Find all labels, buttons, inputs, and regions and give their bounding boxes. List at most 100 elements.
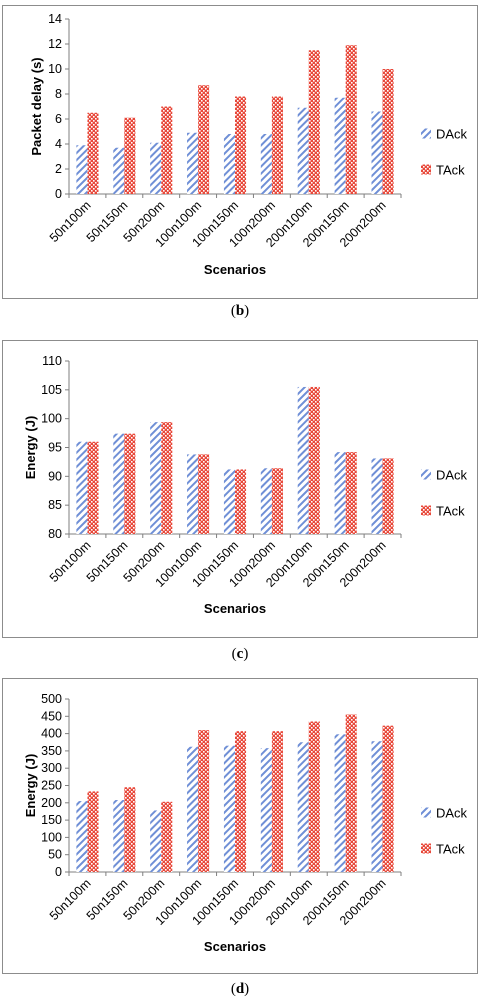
y-tick-label: 80	[48, 527, 62, 541]
x-axis-title: Scenarios	[204, 939, 266, 954]
bar-dack	[187, 454, 199, 534]
legend-label-tack: TAck	[436, 842, 465, 857]
bar-dack	[371, 111, 383, 194]
bar-tack	[161, 106, 173, 194]
y-tick-label: 200	[41, 796, 62, 810]
bar-tack	[124, 787, 136, 872]
bar-dack	[76, 145, 88, 194]
y-tick-label: 450	[41, 709, 62, 723]
bar-dack	[223, 469, 235, 534]
bar-dack	[260, 134, 272, 194]
bar-tack	[87, 112, 99, 194]
bar-dack	[76, 801, 88, 872]
y-tick-label: 100	[41, 412, 62, 426]
bar-tack	[124, 433, 136, 534]
bar-dack	[371, 741, 383, 872]
caption-c-open: (	[231, 646, 237, 662]
bar-tack	[308, 50, 320, 194]
bar-dack	[76, 441, 88, 534]
chart-c-svg: 8085909510010511050n100m50n150m50n200m10…	[23, 354, 468, 616]
legend-swatch-tack	[421, 164, 431, 175]
bar-tack	[124, 117, 136, 194]
bar-dack	[297, 107, 309, 194]
y-tick-label: 400	[41, 727, 62, 741]
caption-d-close: )	[244, 981, 250, 997]
y-tick-label: 100	[41, 830, 62, 844]
y-tick-label: 95	[48, 441, 62, 455]
y-tick-label: 14	[48, 12, 62, 26]
bar-tack	[271, 731, 283, 872]
caption-d-letter: d	[235, 981, 245, 997]
caption-c: (c)	[0, 646, 480, 663]
legend-swatch-tack	[421, 843, 431, 854]
bar-dack	[187, 746, 199, 872]
bar-dack	[113, 147, 125, 194]
caption-c-letter: c	[236, 646, 244, 662]
y-tick-label: 0	[55, 865, 62, 879]
y-tick-label: 90	[48, 469, 62, 483]
bar-tack	[345, 714, 357, 872]
y-tick-label: 105	[41, 383, 62, 397]
bar-tack	[382, 458, 394, 534]
caption-c-close: )	[243, 646, 249, 662]
legend-swatch-dack	[421, 807, 431, 818]
bar-tack	[235, 96, 247, 194]
y-tick-label: 150	[41, 813, 62, 827]
y-tick-label: 6	[55, 112, 62, 126]
bar-dack	[297, 742, 309, 872]
bar-tack	[345, 45, 357, 194]
y-axis-title: Packet delay (s)	[29, 57, 44, 155]
bar-tack	[382, 725, 394, 872]
y-tick-label: 350	[41, 744, 62, 758]
caption-b-close: )	[244, 303, 250, 319]
bar-tack	[271, 96, 283, 194]
y-axis-title: Energy (J)	[23, 754, 38, 818]
bar-dack	[334, 734, 346, 872]
bar-tack	[271, 468, 283, 534]
caption-b: (b)	[0, 303, 480, 320]
y-tick-label: 8	[55, 87, 62, 101]
bar-tack	[382, 69, 394, 194]
y-tick-label: 2	[55, 162, 62, 176]
chart-b-svg: 0246810121450n100m50n150m50n200m100n100m…	[29, 12, 468, 277]
bar-dack	[150, 422, 162, 534]
bar-tack	[87, 791, 99, 872]
chart-panel-b: 0 2 4 6 8 10 12 14 50n100m 50n150m 50n200m 100n100m…	[2, 5, 478, 299]
y-tick-label: 0	[55, 187, 62, 201]
legend-label-dack: DAck	[436, 806, 468, 821]
bar-dack	[223, 745, 235, 872]
bar-tack	[198, 85, 210, 194]
bar-dack	[260, 468, 272, 534]
legend-swatch-tack	[421, 505, 431, 516]
y-tick-label: 250	[41, 779, 62, 793]
y-tick-label: 12	[48, 37, 62, 51]
x-axis-title: Scenarios	[204, 262, 266, 277]
bar-tack	[308, 721, 320, 872]
bar-dack	[334, 452, 346, 534]
bar-dack	[334, 97, 346, 194]
bar-tack	[198, 730, 210, 872]
bar-dack	[187, 132, 199, 194]
bar-dack	[150, 810, 162, 872]
chart-d-svg: 05010015020025030035040045050050n100m50n…	[23, 692, 468, 954]
legend-label-tack: TAck	[436, 504, 465, 519]
bar-tack	[161, 422, 173, 534]
chart-panel-c: 80 85 90 95 100 105 110 50n100m 50n150m 50n200m 10…	[2, 340, 478, 638]
bar-tack	[235, 731, 247, 872]
caption-b-letter: b	[235, 303, 245, 319]
x-axis-title: Scenarios	[204, 601, 266, 616]
bar-dack	[297, 386, 309, 534]
y-tick-label: 4	[55, 137, 62, 151]
caption-d-open: (	[230, 981, 236, 997]
y-tick-label: 50	[48, 848, 62, 862]
bar-tack	[235, 469, 247, 534]
bar-dack	[371, 458, 383, 534]
bar-dack	[113, 433, 125, 534]
bar-dack	[223, 134, 235, 194]
legend-swatch-dack	[421, 469, 431, 480]
y-tick-label: 500	[41, 692, 62, 706]
chart-panel-d: 0 50 100 150 200 250 300 350 400 450 500 50n100m 50n…	[2, 678, 478, 974]
legend-swatch-dack	[421, 128, 431, 139]
legend-label-dack: DAck	[436, 127, 468, 142]
bar-dack	[150, 142, 162, 194]
